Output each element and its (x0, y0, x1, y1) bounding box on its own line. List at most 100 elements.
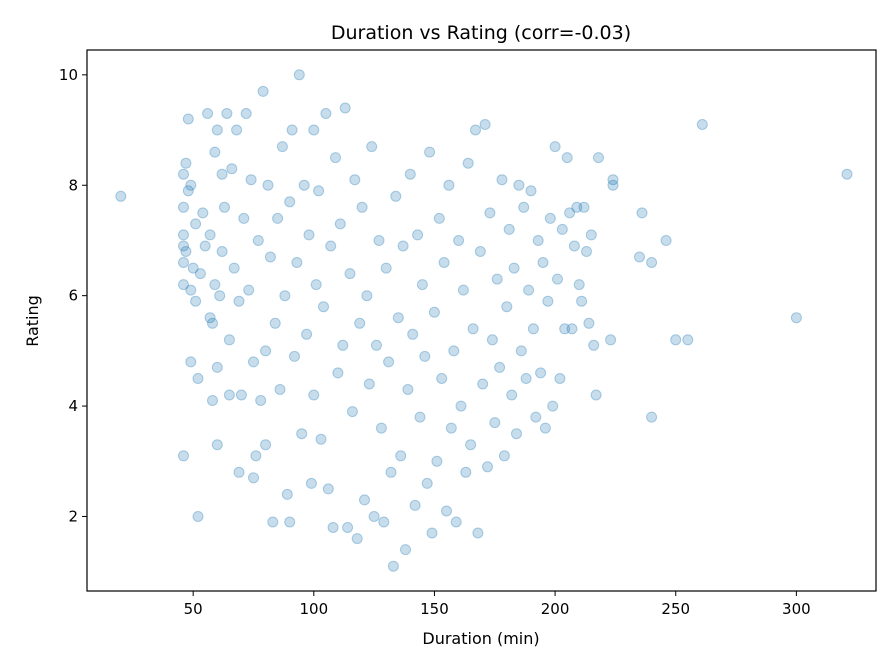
x-axis-label: Duration (min) (422, 629, 539, 648)
data-point (409, 499, 421, 511)
data-point (634, 251, 645, 263)
chart-title: Duration vs Rating (corr=-0.03) (331, 22, 631, 44)
data-point (515, 345, 527, 357)
data-point (344, 268, 356, 280)
data-point (334, 218, 346, 230)
data-point (252, 235, 264, 246)
data-point (284, 516, 296, 528)
data-point (380, 262, 392, 274)
data-point (387, 560, 399, 572)
data-point (178, 201, 189, 213)
data-point (412, 229, 424, 241)
data-point (465, 439, 477, 451)
data-point (501, 301, 513, 313)
data-point (223, 334, 235, 346)
data-point (289, 350, 300, 362)
data-point (511, 428, 522, 440)
data-point (180, 157, 192, 169)
x-tick-label: 250 (661, 600, 690, 618)
data-point (226, 163, 238, 175)
data-point (245, 174, 257, 186)
data-point (549, 141, 561, 153)
data-point (272, 212, 284, 224)
data-point (199, 240, 211, 252)
data-point (269, 317, 281, 329)
data-point (318, 301, 329, 313)
data-point (506, 389, 518, 401)
data-point (178, 168, 189, 180)
data-point (453, 235, 465, 246)
data-point (291, 257, 303, 268)
data-point (670, 334, 682, 346)
data-point (257, 85, 269, 97)
data-point (185, 284, 197, 296)
data-point (535, 367, 547, 379)
data-point (305, 477, 317, 489)
data-point (441, 505, 452, 517)
points-layer (115, 69, 853, 572)
data-point (276, 141, 288, 153)
x-tick-label: 100 (299, 600, 328, 618)
y-tick-label: 4 (68, 397, 78, 415)
data-point (402, 384, 414, 395)
data-point (448, 345, 460, 357)
data-point (457, 284, 469, 296)
data-point (178, 279, 189, 291)
data-point (178, 450, 189, 462)
data-point (421, 477, 433, 489)
data-point (489, 417, 501, 429)
data-point (390, 190, 402, 202)
data-point (361, 290, 373, 302)
data-point (605, 334, 617, 346)
data-point (431, 455, 443, 467)
data-point (407, 328, 419, 340)
data-point (313, 185, 325, 197)
plot-frame (86, 49, 877, 592)
data-point (790, 312, 802, 324)
data-point (414, 411, 426, 423)
x-tick-label: 50 (184, 600, 203, 618)
data-point (315, 433, 327, 445)
data-point (564, 207, 576, 219)
data-point (392, 312, 404, 324)
data-point (588, 339, 600, 351)
data-point (219, 201, 230, 213)
data-point (518, 201, 530, 213)
y-tick-label: 10 (59, 66, 78, 84)
data-point (395, 450, 407, 462)
data-point (547, 400, 559, 412)
data-point (593, 152, 604, 164)
data-point (375, 422, 387, 434)
data-point (214, 290, 226, 302)
data-point (539, 422, 551, 434)
data-point (267, 516, 279, 528)
data-point (337, 339, 349, 351)
x-axis-ticks: 50 100 150 200 250 300 (184, 591, 811, 618)
data-point (330, 152, 341, 164)
data-point (342, 522, 354, 533)
data-point (581, 246, 592, 257)
data-point (190, 218, 202, 230)
data-point (646, 257, 658, 268)
data-point (383, 356, 395, 368)
data-point (537, 257, 549, 268)
data-point (556, 223, 568, 235)
data-point (209, 146, 221, 158)
data-point (696, 119, 708, 130)
data-point (185, 179, 197, 191)
data-point (462, 157, 474, 169)
data-point (211, 361, 223, 373)
data-point (320, 108, 332, 119)
data-point (221, 108, 233, 119)
data-point (397, 240, 409, 252)
data-point (482, 461, 493, 473)
data-point (841, 168, 853, 180)
data-point (636, 207, 648, 219)
data-point (260, 345, 272, 357)
data-point (308, 124, 320, 136)
data-point (327, 522, 339, 533)
y-tick-label: 8 (68, 176, 78, 194)
data-point (646, 411, 658, 423)
x-tick-label: 150 (420, 600, 449, 618)
data-point (472, 527, 484, 539)
